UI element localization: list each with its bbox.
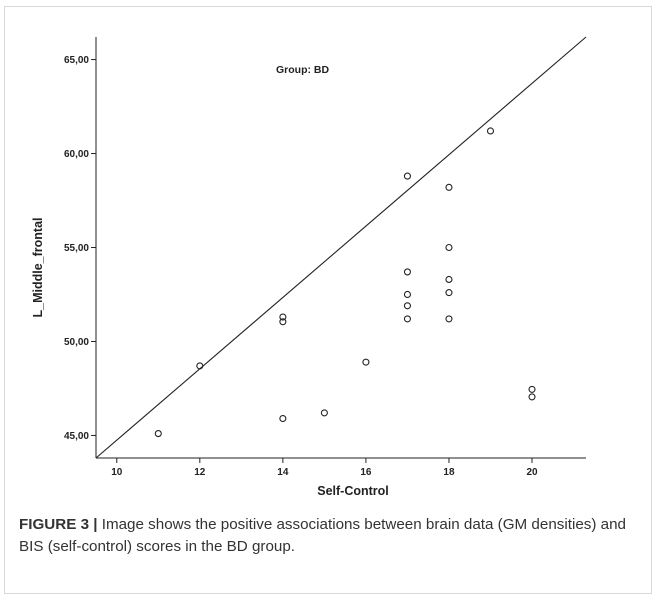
y-tick-label: 60,00 [64, 149, 89, 160]
x-tick-label: 18 [443, 467, 455, 478]
data-point [445, 315, 453, 323]
y-tick-label: 50,00 [64, 337, 89, 348]
figure-frame [4, 6, 652, 594]
data-point [279, 414, 287, 423]
data-point [279, 318, 287, 326]
x-tick-label: 14 [277, 467, 289, 478]
reference-line [95, 36, 587, 459]
x-axis-title: Self-Control [317, 484, 389, 498]
data-point [154, 430, 162, 438]
x-tick-label: 10 [111, 467, 123, 478]
data-point [320, 409, 328, 417]
y-tick-label: 55,00 [64, 243, 89, 254]
figure-caption: FIGURE 3 | Image shows the positive asso… [19, 514, 639, 558]
data-point [445, 289, 453, 297]
y-tick-label: 65,00 [64, 55, 89, 66]
data-point [196, 362, 204, 370]
group-annotation: Group: BD [276, 64, 329, 76]
data-point [362, 358, 370, 366]
data-point [445, 183, 453, 191]
data-point [403, 172, 411, 180]
axes: 10 12 14 16 18 20 45,00 50,00 55,00 60,00 65,00 [64, 37, 586, 478]
data-point [279, 313, 287, 321]
data-point [403, 315, 411, 323]
scatter-plot: 10 12 14 16 18 20 45,00 50,00 55,00 60,00 65,00 Gr… [31, 36, 587, 498]
data-point [403, 302, 411, 310]
x-tick-label: 16 [360, 467, 372, 478]
y-tick-label: 45,00 [64, 431, 89, 442]
x-tick-label: 20 [526, 467, 538, 478]
data-points [154, 127, 536, 438]
data-point [445, 243, 453, 252]
y-axis-title: L_Middle_frontal [31, 217, 45, 317]
data-point [528, 385, 536, 393]
caption-label: FIGURE 3 | [19, 516, 98, 533]
caption-text: Image shows the positive associations be… [19, 516, 626, 555]
data-point [445, 275, 453, 284]
x-tick-label: 12 [194, 467, 206, 478]
data-point [403, 290, 411, 299]
data-point [403, 268, 411, 276]
data-point [528, 393, 536, 401]
data-point [486, 127, 495, 135]
reference-line-layer [95, 36, 587, 459]
